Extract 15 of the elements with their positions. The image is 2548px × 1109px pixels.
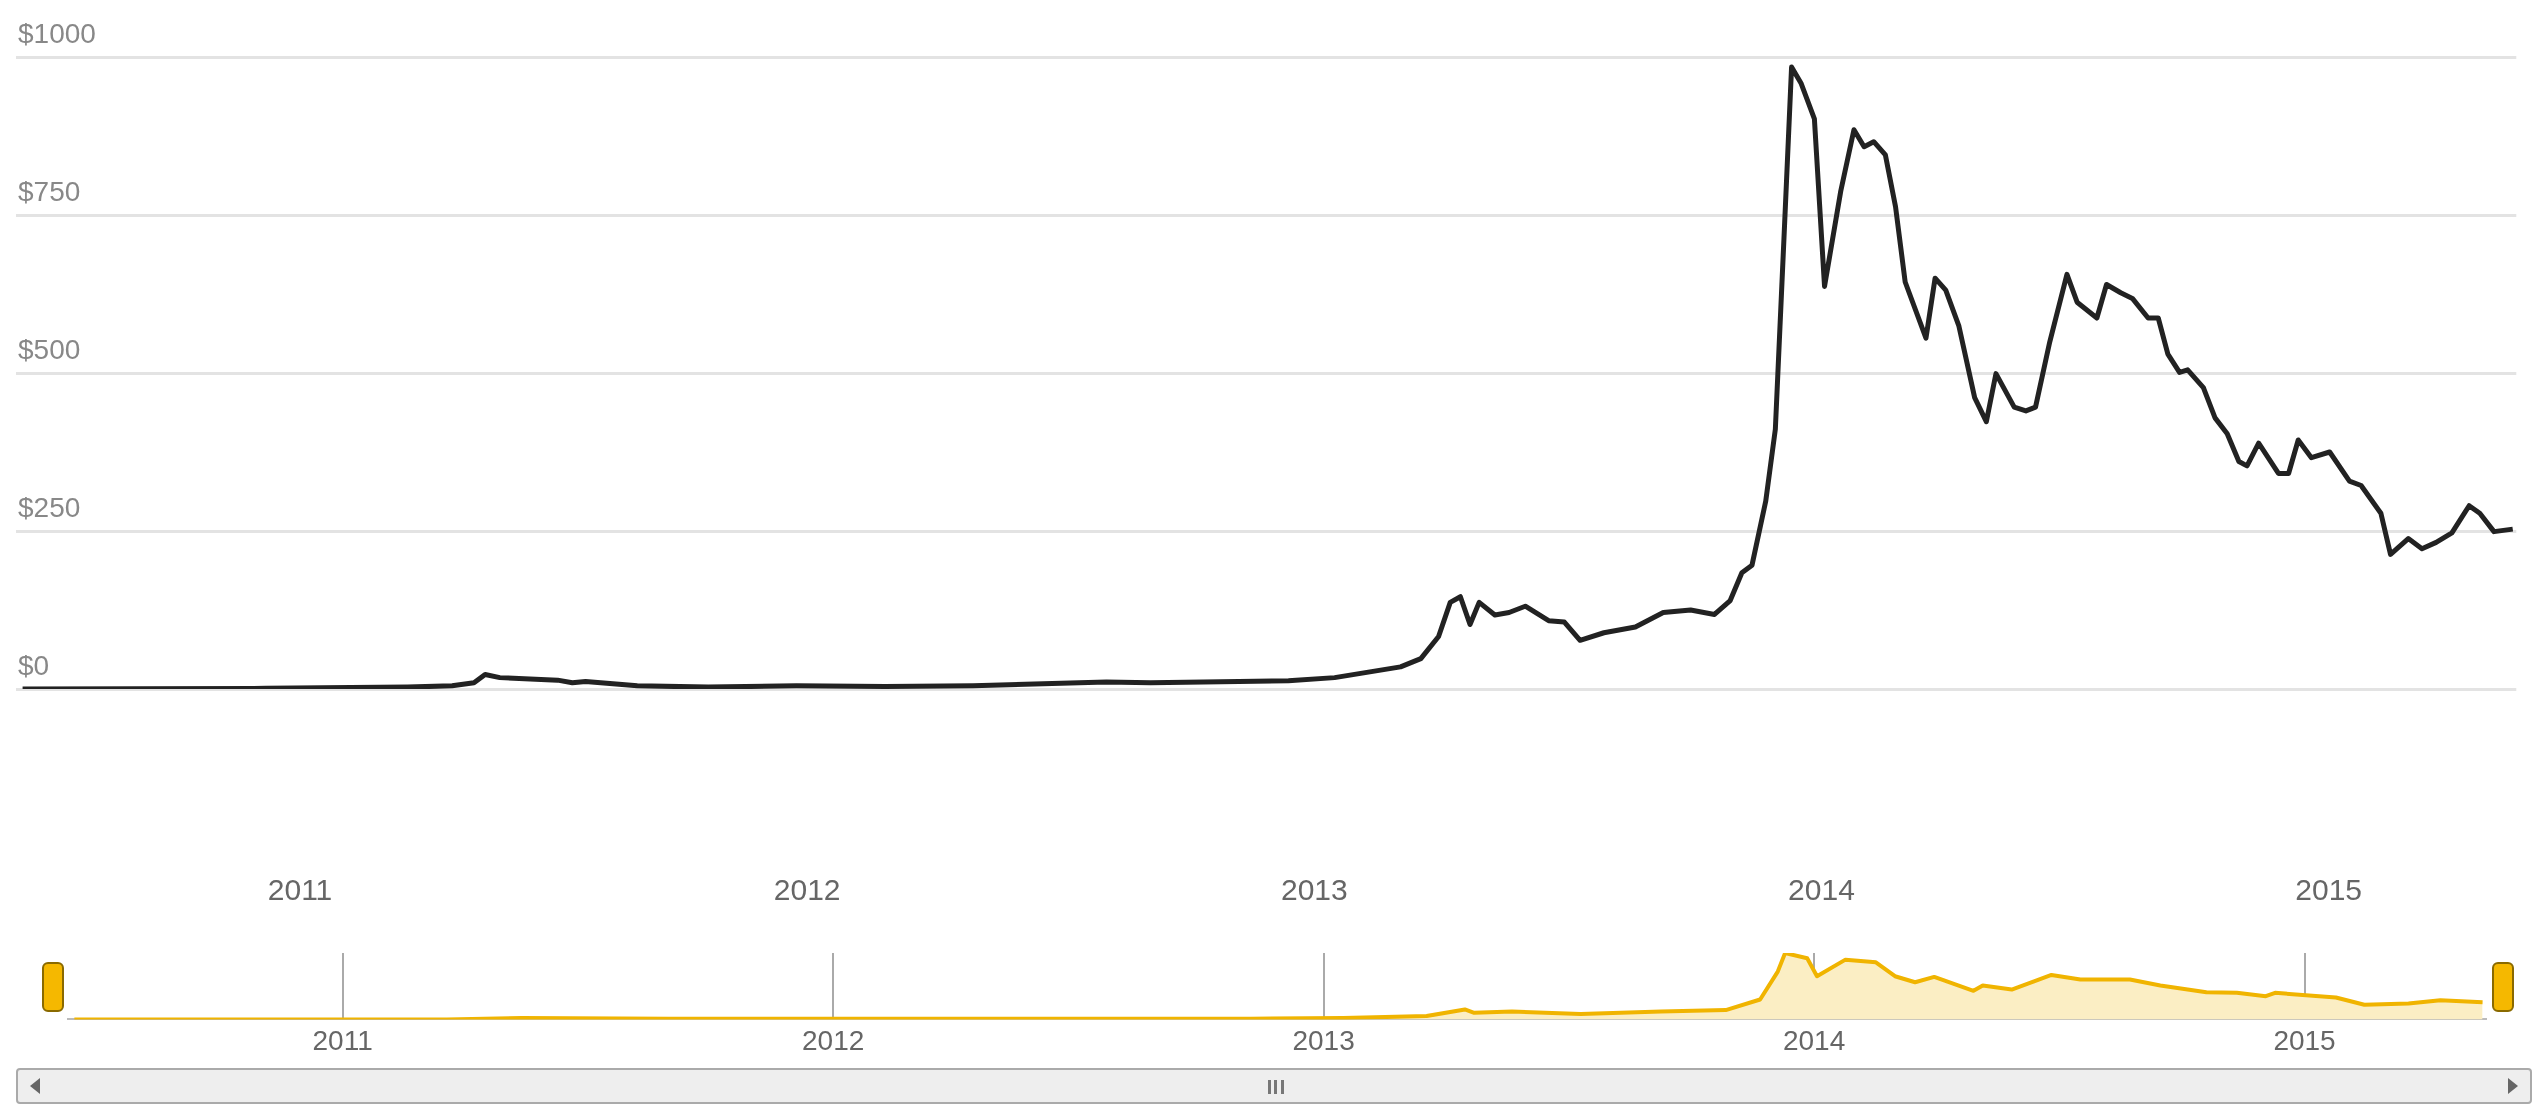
y-tick-label: $500 bbox=[18, 333, 81, 365]
x-tick-label: 2012 bbox=[773, 873, 841, 907]
x-tick-label: 2013 bbox=[1292, 1024, 1355, 1056]
x-tick-label: 2014 bbox=[1782, 1024, 1846, 1056]
x-tick-label: 2015 bbox=[2295, 873, 2363, 907]
x-tick-label: 2013 bbox=[1280, 873, 1348, 907]
y-tick-label: $1000 bbox=[18, 17, 96, 49]
x-tick-label: 2011 bbox=[267, 873, 333, 907]
y-tick-label: $250 bbox=[18, 491, 81, 523]
x-tick-label: 2015 bbox=[2273, 1024, 2336, 1056]
y-tick-label: $0 bbox=[18, 649, 50, 681]
x-tick-label: 2012 bbox=[801, 1024, 865, 1056]
x-tick-label: 2014 bbox=[1788, 873, 1855, 907]
y-tick-label: $750 bbox=[18, 175, 81, 207]
x-tick-label: 2011 bbox=[312, 1024, 373, 1056]
